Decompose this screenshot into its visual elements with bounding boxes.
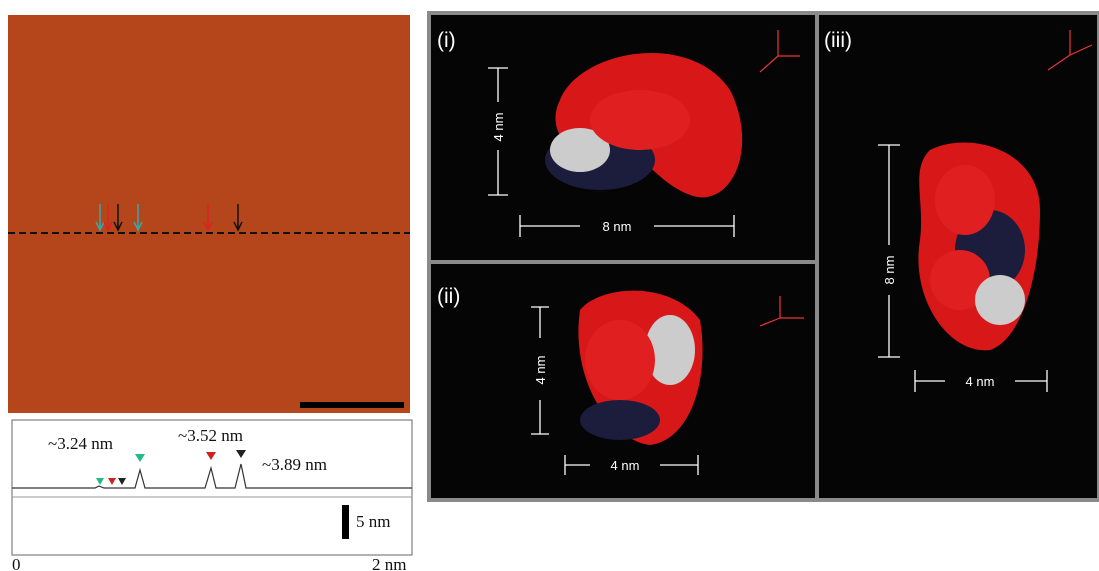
figure: ~3.24 nm ~3.52 nm ~3.89 nm 5 nm 0 2 nm (… (0, 0, 1099, 571)
annotation: ~3.52 nm (178, 426, 243, 445)
annotation: ~3.89 nm (262, 455, 327, 474)
x-end: 2 nm (372, 555, 406, 571)
width-label: 8 nm (603, 219, 632, 234)
height-label: 4 nm (533, 356, 548, 385)
height-label: 8 nm (882, 256, 897, 285)
annotation: ~3.24 nm (48, 434, 113, 453)
panel-label: (ii) (437, 285, 460, 308)
height-scale-bar (342, 505, 349, 539)
panel-label: (i) (437, 29, 456, 52)
width-label: 4 nm (966, 374, 995, 389)
scale-label: 5 nm (356, 512, 390, 531)
afm-image (8, 15, 410, 413)
x-start: 0 (12, 555, 21, 571)
afm-scale-bar (300, 402, 404, 408)
height-label: 4 nm (491, 113, 506, 142)
panel-label: (iii) (824, 29, 852, 52)
width-label: 4 nm (611, 458, 640, 473)
